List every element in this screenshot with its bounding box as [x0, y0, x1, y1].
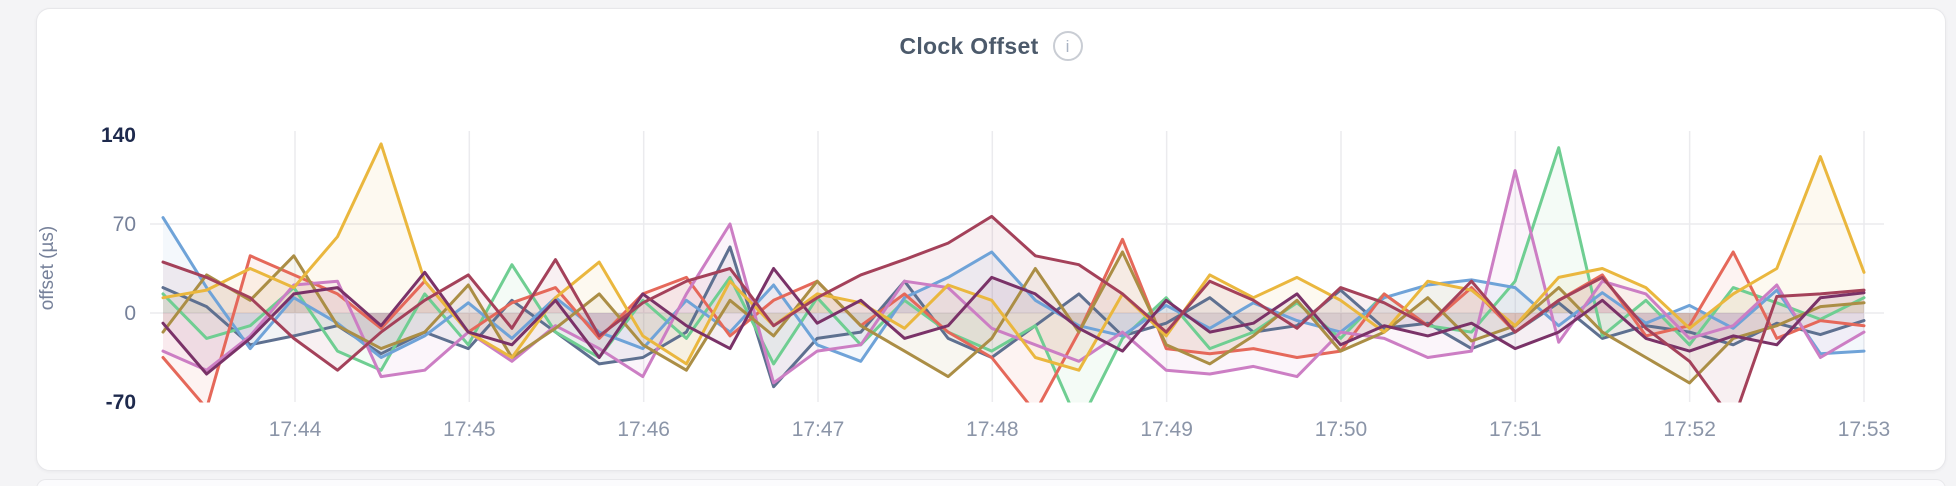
clock-offset-card: Clock Offset i	[36, 8, 1946, 471]
chart-header: Clock Offset i	[37, 9, 1945, 61]
info-icon-glyph: i	[1065, 36, 1070, 56]
info-icon[interactable]: i	[1052, 31, 1083, 61]
chart-title: Clock Offset	[899, 32, 1039, 59]
next-card-edge	[36, 479, 1946, 486]
